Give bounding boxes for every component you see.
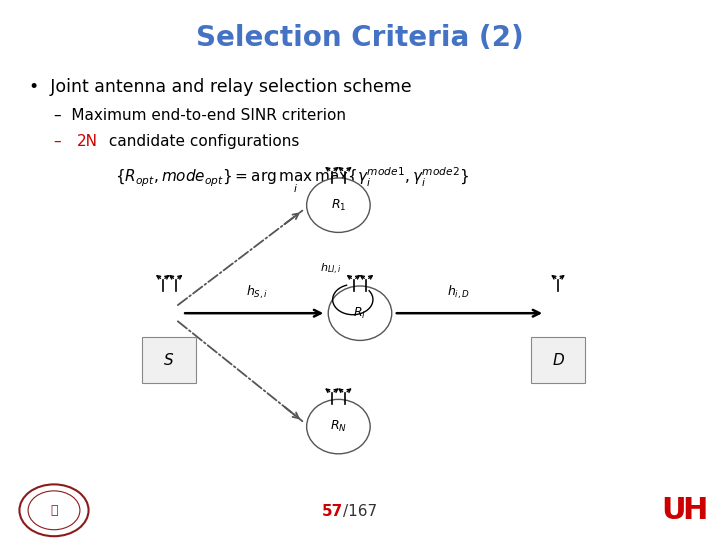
Text: $R_1$: $R_1$ (330, 198, 346, 213)
Text: •  Joint antenna and relay selection scheme: • Joint antenna and relay selection sche… (29, 78, 411, 96)
Text: U: U (661, 496, 685, 525)
Text: 婵: 婵 (50, 504, 58, 517)
Ellipse shape (328, 286, 392, 340)
Text: $R_N$: $R_N$ (330, 419, 347, 434)
Text: $R_i$: $R_i$ (354, 306, 366, 321)
FancyBboxPatch shape (531, 337, 585, 383)
Text: $h_{LI,i}$: $h_{LI,i}$ (320, 262, 342, 277)
Text: candidate configurations: candidate configurations (104, 134, 300, 149)
Text: /167: /167 (343, 504, 377, 519)
Text: –: – (54, 134, 71, 149)
Ellipse shape (307, 178, 370, 232)
Text: –  Maximum end-to-end SINR criterion: – Maximum end-to-end SINR criterion (54, 108, 346, 123)
Text: 2N: 2N (77, 134, 98, 149)
Text: 57: 57 (321, 504, 343, 519)
Text: $h_{i,D}$: $h_{i,D}$ (447, 284, 471, 301)
Text: $h_{S,i}$: $h_{S,i}$ (246, 284, 269, 301)
Text: D: D (552, 353, 564, 368)
Text: S: S (164, 353, 174, 368)
FancyBboxPatch shape (142, 337, 196, 383)
Text: H: H (682, 496, 708, 525)
Ellipse shape (307, 400, 370, 454)
Text: $\{R_{opt}, mode_{opt}\} = \arg \underset{i}{\max}\, \max\{\gamma_i^{mode1}, \ga: $\{R_{opt}, mode_{opt}\} = \arg \underse… (115, 165, 469, 194)
Text: Selection Criteria (2): Selection Criteria (2) (196, 24, 524, 52)
